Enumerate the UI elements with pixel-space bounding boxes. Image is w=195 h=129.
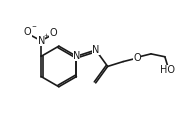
Text: O: O xyxy=(133,53,141,63)
Text: $^+$: $^+$ xyxy=(42,32,49,41)
Text: N: N xyxy=(38,36,45,46)
Text: N: N xyxy=(92,45,99,55)
Text: $^-$: $^-$ xyxy=(30,22,38,31)
Text: O: O xyxy=(24,27,32,37)
Text: N: N xyxy=(73,51,80,61)
Text: HO: HO xyxy=(160,65,175,75)
Text: O: O xyxy=(49,28,57,38)
